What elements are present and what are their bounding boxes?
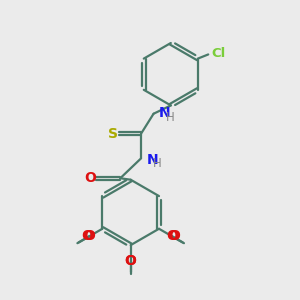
Text: O: O [167, 230, 178, 244]
Text: O: O [82, 230, 93, 244]
Text: S: S [108, 127, 118, 141]
Text: Cl: Cl [211, 47, 226, 60]
Text: O: O [85, 171, 97, 185]
Text: H: H [166, 111, 174, 124]
Text: O: O [83, 230, 95, 244]
Text: H: H [153, 157, 162, 170]
Text: N: N [159, 106, 170, 120]
Text: O: O [168, 230, 180, 244]
Text: O: O [125, 254, 136, 268]
Text: N: N [146, 153, 158, 167]
Text: O: O [125, 254, 136, 268]
